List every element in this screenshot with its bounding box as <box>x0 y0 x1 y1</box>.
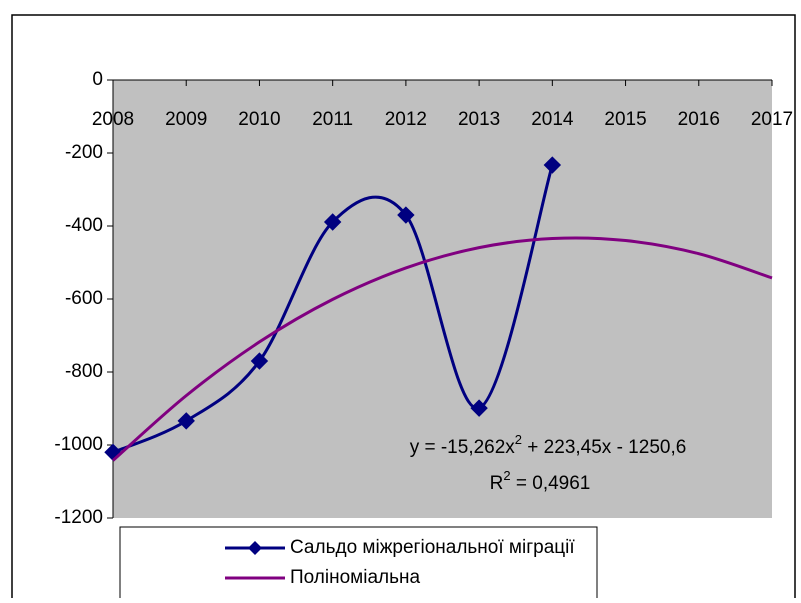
x-tick-label: 2014 <box>531 109 574 130</box>
series-line <box>112 164 554 454</box>
y-tick-label: 0 <box>92 69 103 90</box>
y-tick-label: -1200 <box>54 507 103 528</box>
x-tick-label: 2015 <box>604 109 646 130</box>
x-tick-label: 2009 <box>165 109 207 130</box>
x-tick-label: 2012 <box>385 109 427 130</box>
annotation-part: = 0,4961 <box>511 473 591 494</box>
plot-area <box>113 80 772 518</box>
legend-box <box>119 526 598 603</box>
y-tick-label: -400 <box>65 215 103 236</box>
annotation-part: 2 <box>515 432 522 447</box>
series-line <box>112 236 773 462</box>
marker <box>323 213 342 231</box>
y-tick-label: -200 <box>65 142 103 163</box>
annotation-part: 2 <box>503 468 510 483</box>
marker <box>470 399 488 417</box>
x-tick-label: 2010 <box>238 109 280 130</box>
annotation: y = -15,262x2 + 223,45x - 1250,6 <box>410 432 687 458</box>
x-tick-label: 2008 <box>92 109 134 130</box>
annotation-part: R <box>490 473 504 494</box>
annotation-part: y = -15,262x <box>410 437 516 458</box>
x-tick-label: 2016 <box>678 109 720 130</box>
legend-label: Сальдо міжрегіональної міграції <box>290 537 575 558</box>
marker <box>177 412 195 430</box>
annotation: R2 = 0,4961 <box>490 468 591 494</box>
y-tick-label: -1000 <box>54 434 103 455</box>
legend-label: Поліноміальна <box>290 567 421 588</box>
y-tick-label: -800 <box>65 361 103 382</box>
x-tick-label: 2017 <box>751 109 793 130</box>
x-tick-label: 2011 <box>312 109 353 130</box>
marker <box>250 352 269 370</box>
marker <box>397 206 415 224</box>
legend-marker <box>248 541 262 555</box>
y-tick-label: -600 <box>65 288 103 309</box>
x-tick-label: 2013 <box>458 109 500 130</box>
marker <box>543 156 562 174</box>
annotation-part: + 223,45x - 1250,6 <box>522 437 686 458</box>
